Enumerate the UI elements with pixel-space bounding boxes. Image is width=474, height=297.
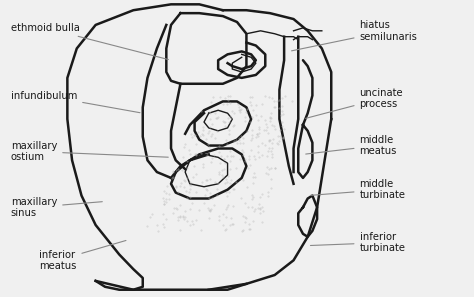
Text: inferior
meatus: inferior meatus bbox=[39, 241, 126, 271]
Text: maxillary
ostium: maxillary ostium bbox=[11, 141, 168, 162]
Text: inferior
turbinate: inferior turbinate bbox=[310, 232, 406, 253]
Text: uncinate
process: uncinate process bbox=[306, 88, 403, 119]
Text: ethmoid bulla: ethmoid bulla bbox=[11, 23, 168, 59]
Text: middle
turbinate: middle turbinate bbox=[310, 179, 406, 200]
Text: infundibulum: infundibulum bbox=[11, 91, 140, 113]
Text: maxillary
sinus: maxillary sinus bbox=[11, 197, 102, 218]
Text: middle
meatus: middle meatus bbox=[306, 135, 397, 156]
Text: hiatus
semilunaris: hiatus semilunaris bbox=[292, 20, 418, 51]
